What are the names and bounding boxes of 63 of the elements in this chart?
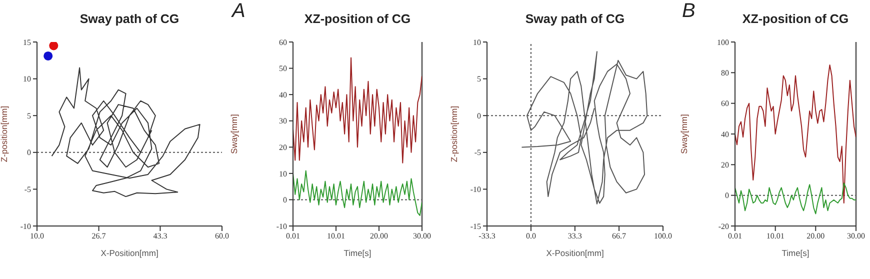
y-tick-label: 20 xyxy=(279,142,287,152)
y-tick-label: -5 xyxy=(474,148,481,158)
y-tick-label: 10 xyxy=(473,38,481,47)
x-tick-label: 0.01 xyxy=(728,232,742,241)
x-tick-label: 0.01 xyxy=(286,232,300,241)
x-tick-label: 10.01 xyxy=(327,232,346,241)
line-series xyxy=(735,182,856,214)
x-tick-label: 30.00 xyxy=(847,232,865,241)
y-tick-label: 100 xyxy=(717,38,729,47)
line-series xyxy=(51,67,200,198)
x-axis-title: X-Position[mm] xyxy=(546,248,604,258)
x-tick-label: 30.00 xyxy=(413,232,431,241)
y-axis-title: Sway[mm] xyxy=(679,114,690,154)
y-tick-label: -10 xyxy=(20,222,31,231)
y-axis-title: Z-position[mm] xyxy=(449,106,460,162)
y-tick-label: 15 xyxy=(23,38,31,47)
y-tick-label: 10 xyxy=(279,169,287,178)
y-tick-label: 5 xyxy=(27,111,31,120)
x-tick-label: 26.7 xyxy=(92,232,106,241)
y-tick-label: 0 xyxy=(725,191,729,200)
y-tick-label: 40 xyxy=(721,130,729,139)
y-tick-label: -15 xyxy=(470,222,481,231)
x-tick-label: -33.3 xyxy=(478,232,496,241)
text: A xyxy=(232,0,246,23)
x-axis-title: Time[s] xyxy=(344,248,372,258)
y-axis-title: Z-position[mm] xyxy=(0,106,10,162)
y-tick-label: 40 xyxy=(279,90,287,100)
y-tick-label: -20 xyxy=(718,222,729,231)
chart-title: Sway path of CG xyxy=(524,11,626,28)
y-tick-label: 30 xyxy=(279,116,287,126)
y-tick-label: 0 xyxy=(283,196,287,205)
chart-title: XZ-position of CG xyxy=(304,12,411,26)
y-tick-label: -5 xyxy=(24,185,31,194)
x-tick-label: 20.00 xyxy=(806,232,825,241)
line-series xyxy=(735,64,856,204)
x-tick-label: 66.7 xyxy=(612,232,626,241)
y-tick-label: 60 xyxy=(721,99,729,108)
y-axis-title: Sway[mm] xyxy=(229,114,240,154)
chart-title: Sway path of CG xyxy=(78,11,180,28)
y-tick-label: 10 xyxy=(23,74,31,84)
x-tick-label: 33.3 xyxy=(568,232,582,241)
x-tick-label: 0.0 xyxy=(526,232,536,241)
y-tick-label: 20 xyxy=(721,160,729,170)
y-tick-label: -10 xyxy=(470,185,481,194)
x-tick-label: 20.00 xyxy=(370,232,388,241)
y-tick-label: 80 xyxy=(721,68,729,78)
line-series xyxy=(293,57,422,164)
x-axis-title: X-Position[mm] xyxy=(100,248,158,258)
y-tick-label: -10 xyxy=(276,222,287,231)
y-tick-label: 60 xyxy=(279,38,287,47)
line-series xyxy=(293,170,422,216)
x-tick-label: 10.01 xyxy=(766,232,784,241)
x-axis-title: Time[s] xyxy=(782,248,810,258)
y-tick-label: 0 xyxy=(477,111,481,120)
x-tick-label: 100.0 xyxy=(654,232,672,241)
y-tick-label: 0 xyxy=(27,148,31,158)
text: B xyxy=(682,0,696,23)
chart-title: XZ-position of CG xyxy=(742,12,849,26)
y-tick-label: 50 xyxy=(279,64,287,74)
x-tick-label: 43.3 xyxy=(153,232,168,241)
x-tick-label: 10.0 xyxy=(30,232,44,241)
y-tick-label: 5 xyxy=(477,74,481,84)
x-tick-label: 60.0 xyxy=(215,232,229,241)
